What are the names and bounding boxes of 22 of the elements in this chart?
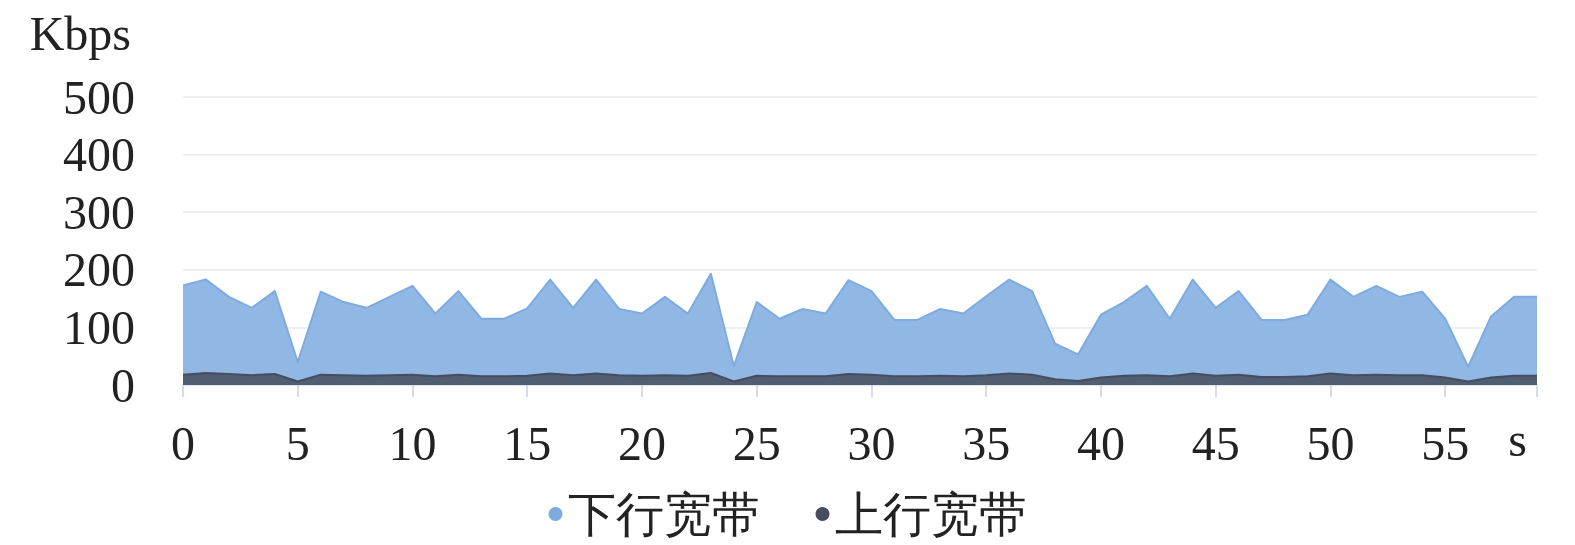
x-axis-title: s (1508, 412, 1527, 466)
x-tick-label: 15 (503, 416, 552, 470)
x-tick-label: 55 (1421, 416, 1470, 470)
y-tick-label: 100 (63, 300, 135, 354)
x-tick-label: 30 (847, 416, 896, 470)
y-tick-label: 300 (63, 185, 135, 239)
legend-label: 上行宽带 (834, 487, 1027, 541)
x-tick-label: 35 (962, 416, 1011, 470)
x-tick-label: 20 (617, 416, 666, 470)
x-tick-label: 5 (285, 416, 310, 470)
legend-label: 下行宽带 (567, 487, 760, 541)
x-tick-label: 40 (1076, 416, 1125, 470)
y-tick-label: 0 (111, 358, 135, 412)
y-tick-label: 400 (63, 128, 135, 182)
x-tick-label: 50 (1306, 416, 1355, 470)
y-tick-label: 500 (63, 70, 135, 124)
x-tick-label: 10 (388, 416, 437, 470)
x-tick-label: 25 (732, 416, 781, 470)
x-tick-label: 0 (171, 416, 195, 470)
x-tick-label: 45 (1191, 416, 1240, 470)
y-axis-title: Kbps (29, 6, 131, 60)
y-tick-label: 200 (63, 243, 135, 297)
